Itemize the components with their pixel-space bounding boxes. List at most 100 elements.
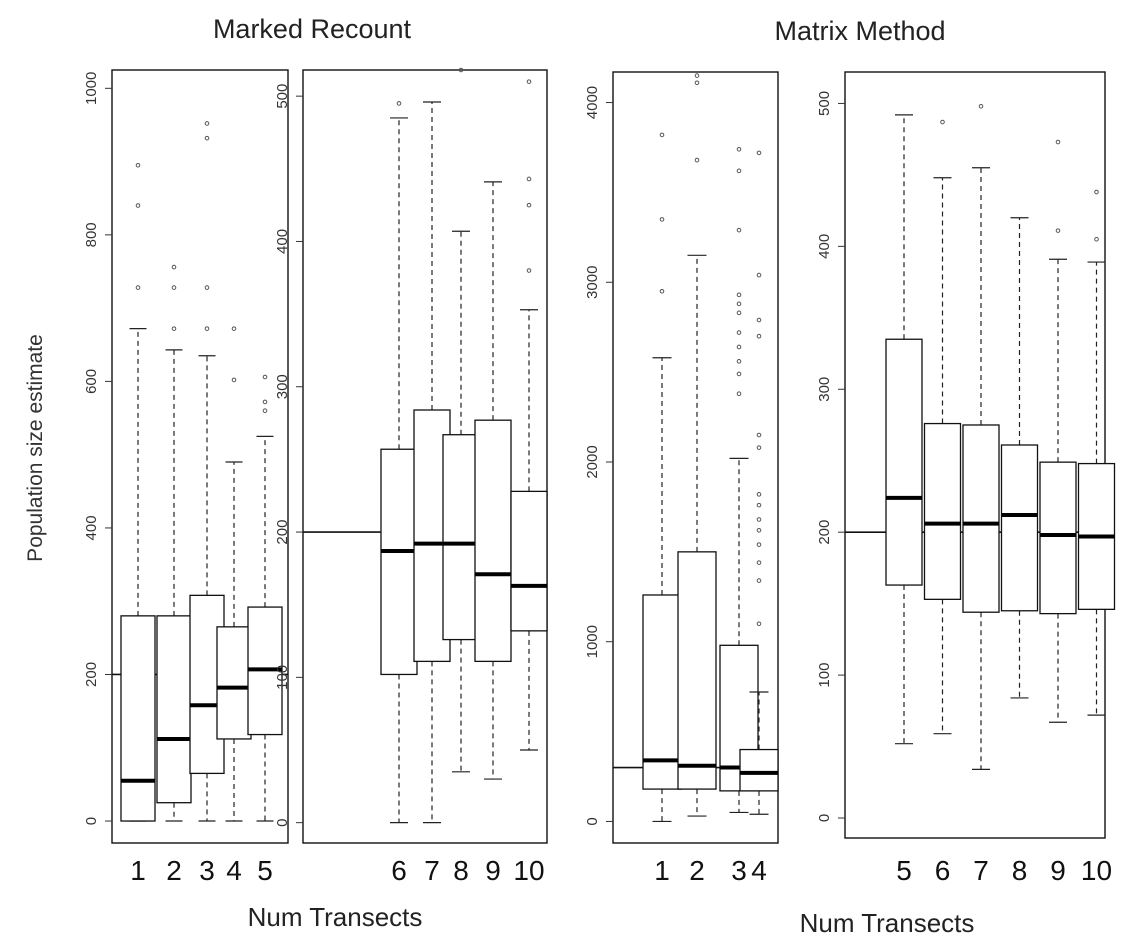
box-5 bbox=[885, 114, 923, 745]
outlier-point bbox=[736, 146, 742, 152]
y-tick-label: 0 bbox=[83, 817, 100, 825]
outlier-point bbox=[736, 168, 742, 174]
box-3 bbox=[719, 146, 759, 814]
outlier-point bbox=[526, 176, 532, 182]
outlier-point bbox=[756, 517, 762, 522]
outlier-point bbox=[135, 203, 141, 208]
outlier-point bbox=[736, 359, 742, 364]
outlier-point bbox=[736, 344, 742, 350]
outlier-point bbox=[262, 408, 268, 414]
x-tick-label: 8 bbox=[1012, 855, 1028, 886]
y-tick-label: 1000 bbox=[83, 72, 100, 105]
x-tick-label: 10 bbox=[513, 855, 544, 886]
box-iqr bbox=[739, 748, 779, 792]
x-tick-label: 5 bbox=[257, 855, 273, 886]
y-tick-label: 2000 bbox=[584, 445, 601, 478]
x-axis-label-right: Num Transects bbox=[800, 908, 975, 938]
outlier-point bbox=[171, 264, 177, 270]
title-matrix-method: Matrix Method bbox=[774, 16, 945, 46]
outlier-point bbox=[231, 377, 237, 383]
outlier-point bbox=[1094, 189, 1099, 195]
box-7 bbox=[962, 103, 1000, 771]
box-10 bbox=[1077, 189, 1116, 716]
box-2 bbox=[677, 73, 717, 817]
panel-3: 0 1000 2000 3000 4000 1 2 3 4 bbox=[584, 71, 779, 886]
box-iqr bbox=[216, 626, 252, 740]
outlier-point bbox=[736, 391, 742, 396]
panel-frame bbox=[302, 69, 548, 844]
y-tick-label: 200 bbox=[83, 662, 100, 687]
outlier-point bbox=[262, 399, 268, 405]
outlier-point bbox=[262, 374, 268, 380]
outlier-point bbox=[736, 301, 742, 307]
outlier-point bbox=[204, 285, 210, 290]
box-iqr bbox=[156, 615, 192, 804]
outlier-point bbox=[756, 432, 762, 438]
outlier-point bbox=[1055, 139, 1061, 145]
outlier-point bbox=[526, 268, 532, 273]
outlier-point bbox=[171, 326, 177, 331]
outlier-point bbox=[756, 560, 762, 565]
title-marked-recount: Marked Recount bbox=[213, 14, 412, 44]
outlier-point bbox=[756, 578, 762, 583]
box-iqr bbox=[962, 424, 1000, 613]
outlier-point bbox=[736, 371, 742, 377]
x-tick-label: 8 bbox=[453, 855, 469, 886]
outlier-point bbox=[940, 119, 945, 125]
box-1 bbox=[120, 162, 156, 822]
x-tick-label: 6 bbox=[935, 855, 951, 886]
y-tick-label: 200 bbox=[816, 520, 833, 545]
panel-4: 0 100 200 300 400 500 5 6 7 8 9 10 bbox=[816, 71, 1116, 886]
box-5 bbox=[247, 374, 283, 822]
y-axis-label: Population size estimate bbox=[24, 334, 47, 562]
outlier-point bbox=[756, 333, 762, 339]
box-iqr bbox=[474, 419, 512, 663]
box-2 bbox=[156, 264, 192, 822]
y-tick-label: 600 bbox=[83, 369, 100, 394]
outlier-point bbox=[659, 132, 665, 138]
y-tick-label: 300 bbox=[816, 377, 833, 402]
outlier-point bbox=[756, 445, 762, 450]
box-iqr bbox=[442, 434, 480, 641]
x-tick-label: 4 bbox=[751, 855, 767, 886]
y-tick-label: 100 bbox=[816, 663, 833, 688]
outlier-point bbox=[756, 272, 762, 278]
outlier-point bbox=[736, 227, 742, 233]
outlier-point bbox=[204, 135, 210, 141]
outlier-point bbox=[736, 292, 742, 298]
x-axis-label-left: Num Transects bbox=[248, 902, 423, 932]
outlier-point bbox=[756, 492, 762, 497]
box-iqr bbox=[923, 422, 962, 600]
box-iqr bbox=[1000, 444, 1039, 612]
x-tick-label: 1 bbox=[130, 855, 146, 886]
outlier-point bbox=[736, 330, 742, 335]
outlier-point bbox=[135, 162, 141, 168]
box-9 bbox=[1039, 139, 1077, 723]
x-tick-label: 3 bbox=[731, 855, 747, 886]
outlier-point bbox=[171, 285, 177, 290]
outlier-point bbox=[694, 157, 700, 163]
panel-frame bbox=[844, 71, 1106, 839]
box-4 bbox=[216, 326, 252, 822]
x-tick-label: 4 bbox=[226, 855, 242, 886]
y-tick-label: 4000 bbox=[584, 86, 601, 119]
y-tick-label: 0 bbox=[274, 818, 291, 826]
outlier-point bbox=[526, 202, 532, 208]
x-tick-label: 5 bbox=[896, 855, 912, 886]
y-tick-label: 0 bbox=[584, 817, 601, 825]
box-10 bbox=[510, 79, 548, 751]
y-tick-label: 400 bbox=[83, 515, 100, 540]
y-tick-label: 800 bbox=[83, 222, 100, 247]
x-tick-label: 1 bbox=[654, 855, 670, 886]
box-6 bbox=[923, 119, 962, 735]
y-tick-label: 500 bbox=[274, 84, 291, 109]
y-tick-label: 400 bbox=[274, 229, 291, 254]
x-tick-label: 7 bbox=[424, 855, 440, 886]
outlier-point bbox=[204, 121, 210, 126]
outlier-point bbox=[396, 101, 402, 106]
x-tick-label: 2 bbox=[166, 855, 182, 886]
outlier-point bbox=[756, 527, 762, 533]
outlier-point bbox=[756, 542, 762, 547]
outlier-point bbox=[756, 150, 762, 156]
